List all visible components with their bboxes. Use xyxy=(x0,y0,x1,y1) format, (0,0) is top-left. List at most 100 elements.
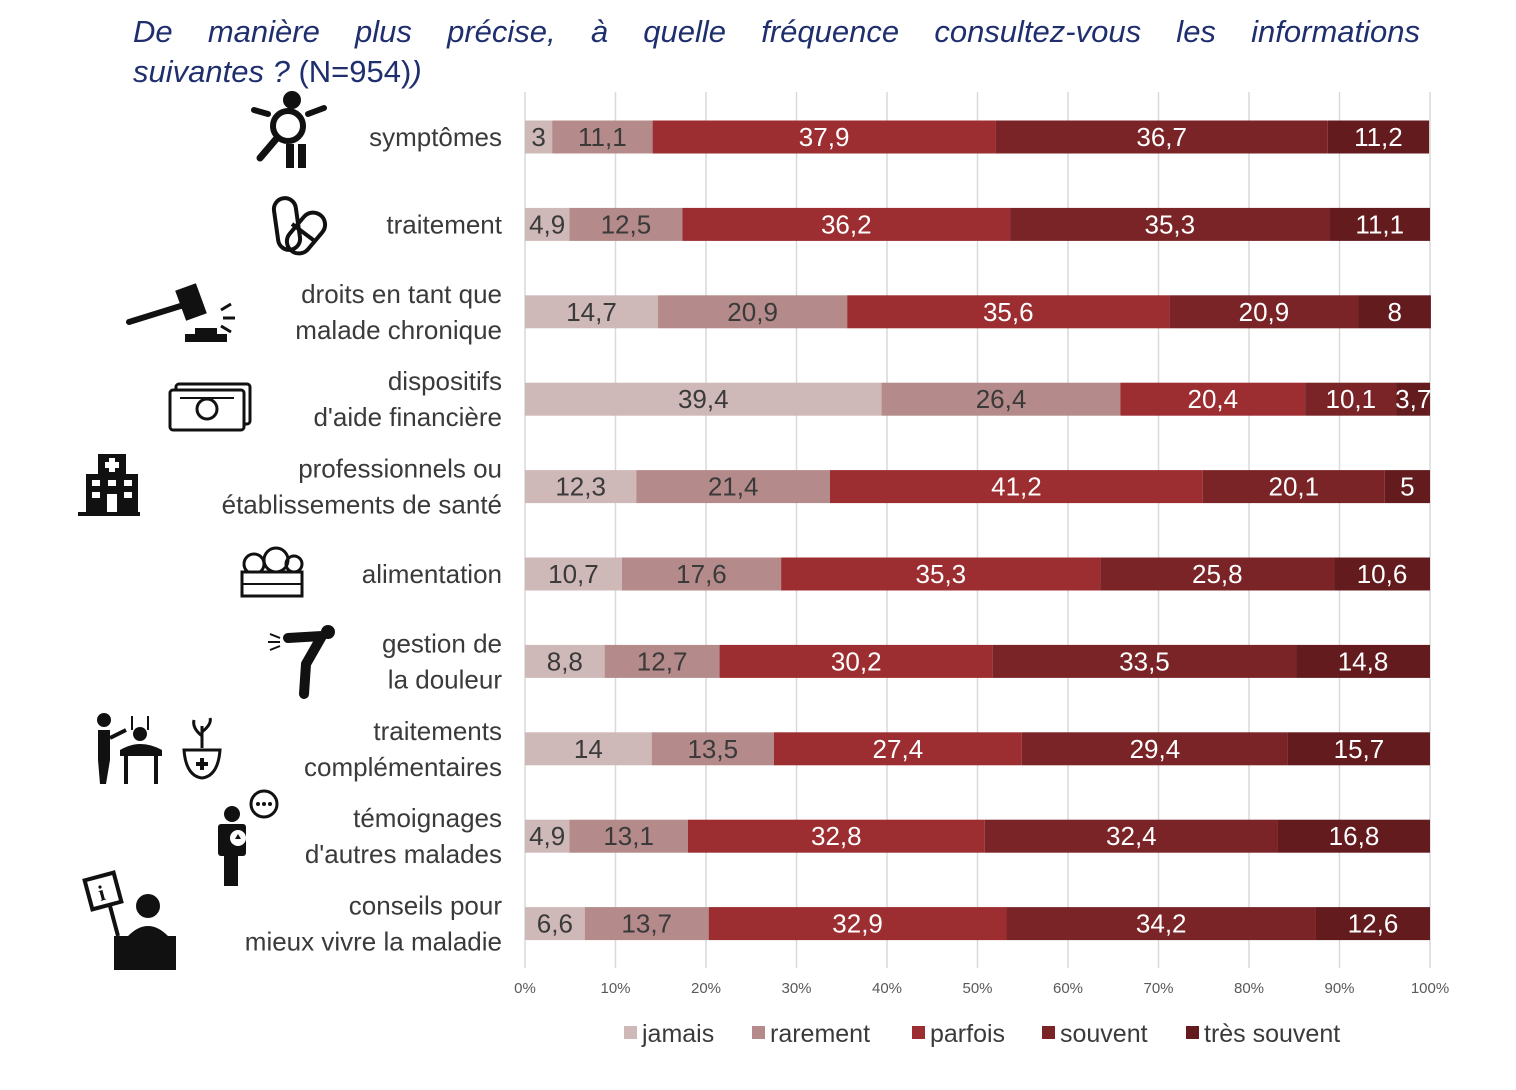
bar-segment xyxy=(1202,470,1385,504)
title-sample-size: (N=954) xyxy=(298,54,412,89)
bar-segment xyxy=(525,207,570,241)
bar-value-label: 39,4 xyxy=(678,384,729,414)
bar-value-label: 14,7 xyxy=(566,297,617,327)
category-label: traitement xyxy=(386,209,502,239)
bar-segment xyxy=(1120,382,1306,416)
x-tick-label: 70% xyxy=(1143,980,1173,997)
bar-value-label: 37,9 xyxy=(799,122,850,152)
info-desk-icon: i xyxy=(82,870,176,970)
bar-value-label: 20,9 xyxy=(727,297,778,327)
category-label: d'aide financière xyxy=(313,402,502,432)
bar-segment xyxy=(1277,819,1430,853)
category-label: symptômes xyxy=(369,122,502,152)
bar-segment xyxy=(569,207,683,241)
bar-value-label: 12,3 xyxy=(555,472,606,502)
legend-label: jamais xyxy=(641,1020,714,1048)
bar-value-label: 6,6 xyxy=(537,909,573,939)
bar-value-label: 20,4 xyxy=(1187,384,1238,414)
category-label: conseils pour xyxy=(349,891,503,921)
bar-value-label: 11,2 xyxy=(1354,122,1403,152)
acupuncture-herbal-icon xyxy=(97,713,222,784)
legend-label: rarement xyxy=(770,1020,870,1048)
bar-segment xyxy=(719,644,993,678)
bar-segment xyxy=(847,295,1170,329)
bar-value-label: 14,8 xyxy=(1338,646,1389,676)
legend-swatch xyxy=(1186,1026,1199,1039)
bar-value-label: 35,3 xyxy=(916,559,967,589)
bar-segment xyxy=(651,732,774,766)
x-tick-label: 80% xyxy=(1234,980,1264,997)
bar-value-label: 12,6 xyxy=(1348,909,1399,939)
bar-segment xyxy=(1384,470,1430,504)
bar-value-label: 26,4 xyxy=(976,384,1027,414)
bar-value-label: 4,9 xyxy=(529,821,565,851)
category-label: d'autres malades xyxy=(305,839,502,869)
category-label: la douleur xyxy=(388,664,503,694)
food-crate-icon xyxy=(240,546,304,598)
bar-value-label: 34,2 xyxy=(1136,909,1187,939)
bar-value-label: 8,8 xyxy=(547,646,583,676)
bar-value-label: 15,7 xyxy=(1334,734,1385,764)
bars: 3 11,1 37,9 36,7 11,2 4,9 12,5 36,2 35,3 11,1 14,7… xyxy=(525,120,1431,941)
bar-segment xyxy=(682,207,1011,241)
category-label: mieux vivre la maladie xyxy=(245,927,502,957)
bar-segment xyxy=(621,557,782,591)
gavel-icon xyxy=(126,283,235,342)
bar-segment xyxy=(525,732,652,766)
bar-segment xyxy=(552,120,653,154)
bar-segment xyxy=(1327,120,1430,154)
category-labels: symptômes traitement droits en tant que mal… xyxy=(222,122,503,957)
legend-swatch xyxy=(752,1026,765,1039)
bar-value-label: 10,6 xyxy=(1357,559,1408,589)
x-tick-label: 60% xyxy=(1053,980,1083,997)
bar-segment xyxy=(525,382,882,416)
back-pain-icon xyxy=(268,625,335,699)
bar-value-label: 13,1 xyxy=(603,821,654,851)
bar-value-label: 35,6 xyxy=(983,297,1034,327)
x-tick-label: 40% xyxy=(872,980,902,997)
category-label: professionnels ou xyxy=(298,454,502,484)
bar-segment xyxy=(525,644,605,678)
bar-segment xyxy=(773,732,1022,766)
x-tick-label: 0% xyxy=(514,980,536,997)
bar-value-label: 33,5 xyxy=(1119,646,1170,676)
category-label: établissements de santé xyxy=(222,490,502,520)
x-axis-ticks: 0% 10% 20% 30% 40% 50% 60% 70% 80% 90% 100% xyxy=(514,980,1449,997)
x-tick-label: 10% xyxy=(600,980,630,997)
bar-segment xyxy=(658,295,848,329)
bar-value-label: 11,1 xyxy=(1355,209,1404,239)
bar-segment xyxy=(1006,907,1316,941)
patient-testimony-icon xyxy=(218,789,279,886)
bar-value-label: 32,8 xyxy=(811,821,862,851)
bar-value-label: 25,8 xyxy=(1192,559,1243,589)
bar-value-label: 27,4 xyxy=(873,734,924,764)
bar-segment xyxy=(1358,295,1431,329)
person-search-icon xyxy=(251,91,327,168)
bar-value-label: 21,4 xyxy=(708,472,759,502)
bar-segment xyxy=(1100,557,1335,591)
bar-segment xyxy=(1396,382,1430,416)
bar-segment xyxy=(525,120,553,154)
bar-segment xyxy=(1329,207,1430,241)
bar-value-label: 14 xyxy=(574,734,603,764)
category-label: gestion de xyxy=(382,628,502,658)
bar-value-label: 13,7 xyxy=(621,909,672,939)
pills-icon xyxy=(271,196,328,256)
legend-swatch xyxy=(912,1026,925,1039)
bar-segment xyxy=(1296,644,1430,678)
bar-value-label: 3 xyxy=(531,122,545,152)
bar-value-label: 12,5 xyxy=(601,209,652,239)
legend: jamais rarement parfois souvent très souvent xyxy=(624,1020,1340,1048)
x-tick-label: 100% xyxy=(1411,980,1449,997)
title-line-1: De manière plus précise, à quelle fréque… xyxy=(133,14,1420,49)
bar-segment xyxy=(1334,557,1430,591)
bar-segment xyxy=(525,557,622,591)
bar-segment xyxy=(781,557,1101,591)
legend-label: très souvent xyxy=(1204,1020,1340,1048)
bar-segment xyxy=(687,819,985,853)
bar-segment xyxy=(525,470,637,504)
category-label: malade chronique xyxy=(295,315,502,345)
bar-value-label: 3,7 xyxy=(1395,384,1431,414)
x-tick-label: 20% xyxy=(691,980,721,997)
bar-segment xyxy=(604,644,720,678)
